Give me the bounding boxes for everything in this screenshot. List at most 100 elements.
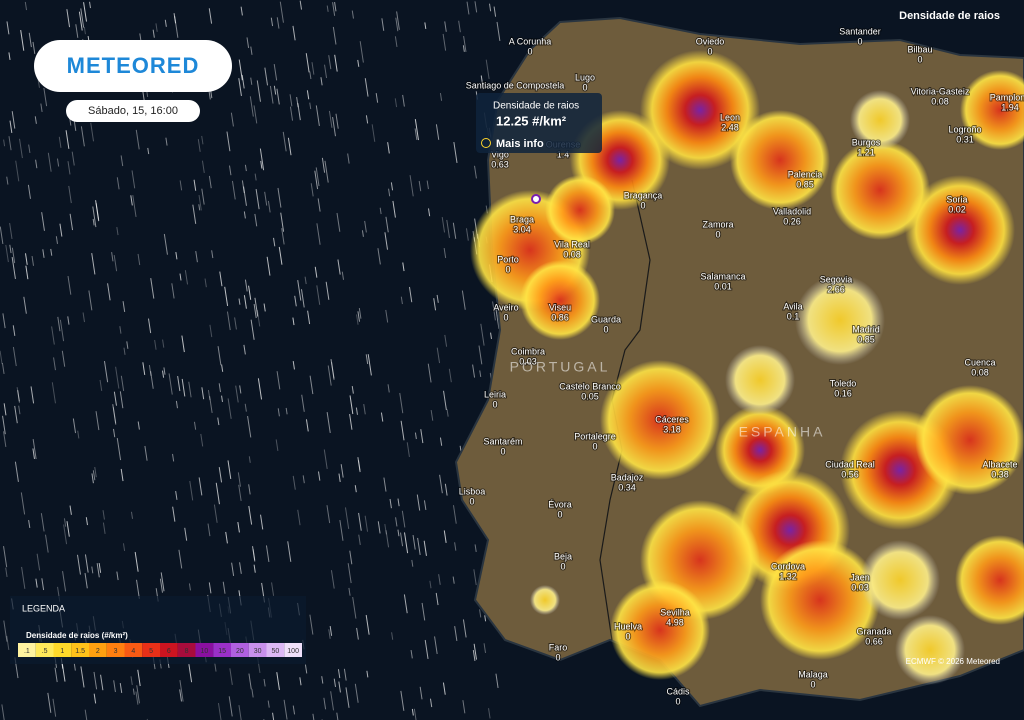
- wind-streak: [83, 2, 87, 22]
- wind-streak: [397, 529, 400, 537]
- wind-streak: [326, 412, 331, 433]
- wind-streak: [224, 286, 229, 307]
- wind-streak: [452, 222, 457, 239]
- legend-swatch: [142, 643, 160, 657]
- wind-streak: [84, 709, 88, 720]
- wind-streak: [317, 471, 321, 481]
- wind-streak: [256, 309, 261, 327]
- wind-streak: [154, 339, 157, 350]
- lightning-blob: [905, 175, 1015, 285]
- city-value: 3.18: [663, 424, 681, 434]
- legend-swatch: [160, 643, 178, 657]
- tooltip-title: Densidade de raios: [493, 101, 579, 112]
- lightning-blob: [955, 535, 1024, 625]
- wind-streak: [300, 289, 305, 308]
- wind-streak: [116, 177, 120, 190]
- wind-streak: [357, 457, 361, 473]
- wind-streak: [213, 504, 218, 523]
- wind-streak: [462, 45, 465, 52]
- city-name: Évora: [548, 499, 572, 509]
- legend-swatch: [35, 643, 54, 657]
- wind-streak: [77, 430, 80, 439]
- wind-streak: [208, 582, 212, 594]
- wind-streak: [85, 517, 88, 526]
- wind-streak: [41, 212, 45, 231]
- wind-streak: [214, 662, 217, 672]
- wind-streak: [429, 698, 433, 708]
- wind-streak: [287, 541, 292, 562]
- wind-streak: [237, 521, 240, 533]
- legend-swatch: [213, 643, 231, 657]
- wind-streak: [188, 381, 192, 398]
- wind-streak: [392, 200, 396, 218]
- wind-streak: [323, 697, 327, 710]
- wind-streak: [107, 283, 111, 301]
- city-name: Lugo: [575, 72, 595, 82]
- wind-streak: [442, 682, 446, 695]
- lightning-blob: [545, 175, 615, 245]
- wind-streak: [231, 180, 236, 200]
- wind-streak: [42, 249, 45, 258]
- wind-streak: [168, 373, 173, 395]
- wind-streak: [320, 77, 323, 86]
- wind-streak: [316, 223, 321, 245]
- wind-streak: [357, 59, 360, 67]
- wind-streak: [427, 363, 432, 383]
- wind-streak: [244, 403, 247, 412]
- wind-streak: [436, 347, 441, 364]
- wind-streak: [0, 226, 4, 244]
- wind-streak: [364, 78, 369, 97]
- wind-streak: [14, 461, 19, 482]
- tooltip-link[interactable]: Mais info: [496, 138, 544, 150]
- city-value: 1.21: [857, 147, 875, 157]
- wind-streak: [256, 80, 261, 102]
- layer-title[interactable]: Densidade de raios: [899, 10, 1000, 22]
- wind-streak: [122, 543, 126, 552]
- wind-streak: [388, 188, 391, 197]
- wind-streak: [328, 629, 331, 639]
- wind-streak: [82, 312, 85, 323]
- wind-streak: [390, 182, 394, 191]
- wind-streak: [414, 128, 418, 141]
- wind-streak: [78, 11, 83, 31]
- wind-streak: [444, 21, 447, 32]
- wind-streak: [371, 124, 376, 142]
- wind-streak: [28, 519, 31, 529]
- legend-label: 8: [185, 648, 189, 655]
- wind-streak: [184, 270, 189, 285]
- wind-streak: [2, 415, 6, 435]
- wind-streak: [363, 404, 366, 415]
- wind-streak: [297, 509, 301, 526]
- wind-streak: [488, 708, 491, 719]
- wind-streak: [276, 672, 280, 691]
- wind-streak: [150, 371, 154, 389]
- wind-streak: [113, 680, 116, 693]
- legend-label: 20: [236, 648, 244, 655]
- wind-streak: [69, 505, 72, 515]
- wind-streak: [442, 33, 447, 51]
- wind-streak: [80, 666, 85, 688]
- wind-streak: [416, 494, 421, 511]
- wind-streak: [152, 29, 155, 38]
- wind-streak: [402, 262, 405, 272]
- wind-streak: [385, 216, 389, 233]
- wind-streak: [466, 1, 470, 15]
- wind-streak: [32, 448, 35, 460]
- wind-streak: [315, 105, 320, 127]
- city-value: 0: [527, 46, 532, 56]
- wind-streak: [332, 116, 336, 137]
- wind-streak: [426, 180, 429, 190]
- city-name: Cádis: [666, 686, 690, 696]
- city-value: 0.1: [787, 311, 800, 321]
- wind-streak: [53, 357, 56, 371]
- city-value: 0: [707, 46, 712, 56]
- wind-streak: [75, 24, 79, 38]
- wind-streak: [3, 431, 7, 447]
- wind-streak: [334, 2, 337, 12]
- logo[interactable]: METEORED: [67, 53, 200, 78]
- wind-streak: [396, 11, 400, 30]
- wind-streak: [413, 708, 417, 720]
- wind-streak: [463, 35, 467, 53]
- wind-streak: [59, 223, 63, 237]
- city-value: 0.02: [948, 204, 966, 214]
